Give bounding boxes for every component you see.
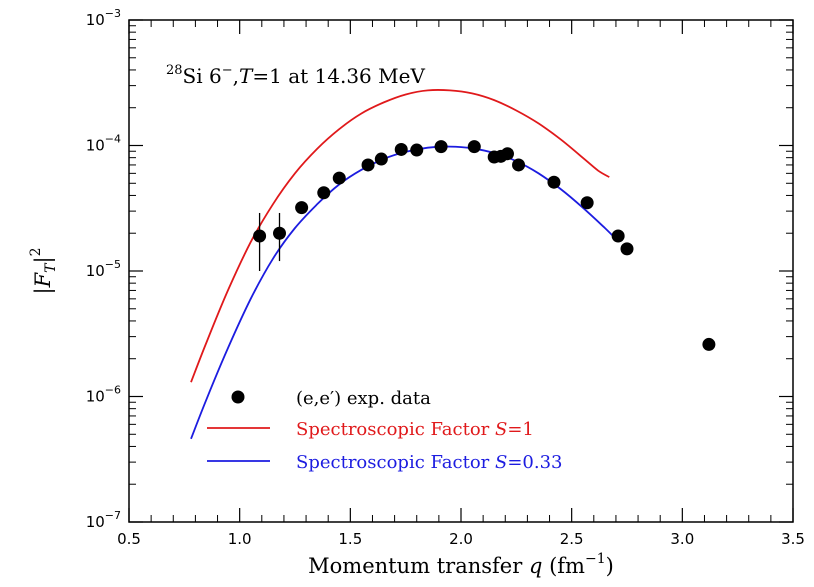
experimental-points <box>253 140 716 351</box>
y-tick-label: 10−7 <box>86 509 121 531</box>
data-point <box>295 201 309 215</box>
data-point <box>361 158 375 172</box>
chart-annotation: 28Si 6−,T=1 at 14.36 MeV <box>166 63 425 88</box>
data-point <box>394 142 408 156</box>
annotation-state-sup: − <box>222 63 233 78</box>
legend-label-s033: Spectroscopic Factor S=0.33 <box>296 452 563 473</box>
plot-frame <box>128 19 794 523</box>
data-point <box>332 171 346 185</box>
axis-ticks <box>128 19 794 523</box>
x-tick-label: 3.5 <box>781 530 805 548</box>
legend-marker-exp <box>231 390 245 404</box>
data-point <box>410 143 424 157</box>
x-axis-title: Momentum transfer q (fm−1) <box>308 551 614 578</box>
data-point <box>374 152 388 166</box>
data-point <box>620 242 634 256</box>
data-point <box>611 229 625 243</box>
data-point <box>273 226 287 240</box>
data-point <box>434 140 448 154</box>
data-point <box>512 158 526 172</box>
data-point <box>580 196 594 210</box>
tick-labels: 0.5 1.0 1.5 2.0 2.5 3.0 3.5 10−7 10−6 10−5 10−4 10−… <box>86 7 805 548</box>
x-tick-label: 3.0 <box>670 530 694 548</box>
legend-label-exp: (e,e′) exp. data <box>296 388 431 409</box>
y-tick-label: 10−5 <box>86 258 121 280</box>
data-point <box>467 140 481 154</box>
model-curves <box>190 89 617 440</box>
annotation-sep: , <box>233 64 239 88</box>
y-tick-label: 10−4 <box>86 133 121 155</box>
x-tick-label: 0.5 <box>117 530 141 548</box>
data-point <box>547 175 561 189</box>
y-tick-label: 10−6 <box>86 384 121 406</box>
x-tick-label: 1.5 <box>338 530 362 548</box>
x-tick-label: 2.5 <box>560 530 584 548</box>
x-tick-label: 1.0 <box>228 530 252 548</box>
x-tick-label: 2.0 <box>449 530 473 548</box>
data-point <box>317 186 331 200</box>
annotation-element: Si <box>183 64 203 88</box>
annotation-mass-number: 28 <box>166 63 183 78</box>
y-axis-title: |FT|2 <box>28 248 59 295</box>
annotation-state: 6 <box>209 64 222 88</box>
data-point <box>253 229 267 243</box>
annotation-isospin-var: T <box>239 64 254 88</box>
annotation-energy: at 14.36 MeV <box>288 64 425 88</box>
legend: (e,e′) exp. data Spectroscopic Factor S=… <box>207 388 563 473</box>
legend-label-s1: Spectroscopic Factor S=1 <box>296 419 534 440</box>
annotation-isospin-val: =1 <box>252 64 281 88</box>
data-point <box>702 337 716 351</box>
y-tick-label: 10−3 <box>86 7 121 29</box>
data-point <box>500 147 514 161</box>
